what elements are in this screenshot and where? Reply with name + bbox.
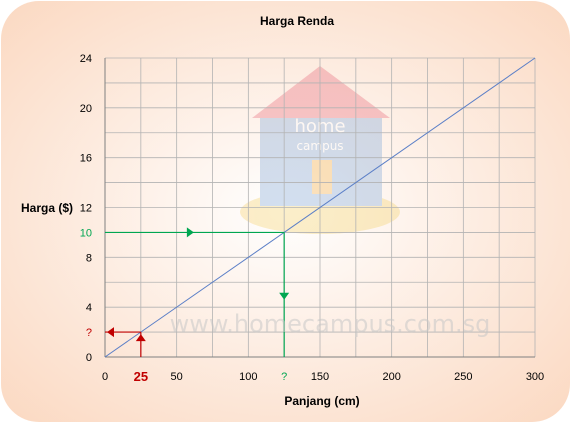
y-tick-label: 12 (80, 203, 92, 215)
x-tick-label: 100 (239, 371, 257, 383)
y-tick-label: 0 (86, 352, 92, 364)
x-tick-label: 50 (171, 371, 183, 383)
x-tick-label: 0 (102, 371, 108, 383)
y-tick-label: 16 (80, 153, 92, 165)
x-tick-label: 250 (454, 371, 472, 383)
chart-title: Harga Renda (260, 14, 334, 28)
y-highlight-label: 10 (80, 227, 92, 239)
y-tick-label: 8 (86, 252, 92, 264)
x-tick-label: 200 (382, 371, 400, 383)
x-tick-label: 300 (526, 371, 544, 383)
tick-labels: 0 50 100 150 200 250 300 0 4 8 12 16 20 24 (80, 53, 544, 383)
y-tick-label: 20 (80, 103, 92, 115)
red-arrow-left (107, 327, 114, 338)
green-arrow-down (279, 292, 290, 300)
annotation-layer: 10? 25? (80, 227, 290, 384)
y-tick-label: 4 (86, 302, 92, 314)
red-arrow-up (135, 334, 146, 342)
website-watermark: www.homecampus.com.sg (170, 310, 491, 338)
green-arrow-right (186, 227, 194, 238)
y-unknown-label: ? (86, 327, 92, 339)
x-tick-label: 150 (311, 371, 329, 383)
x-unknown-label: ? (281, 371, 287, 383)
x-axis-title: Panjang (cm) (284, 394, 359, 408)
series-layer (104, 57, 536, 358)
x-highlight-label: 25 (134, 369, 148, 384)
y-axis-title: Harga ($) (21, 201, 73, 215)
series-line (104, 57, 536, 358)
y-tick-label: 24 (80, 53, 92, 65)
